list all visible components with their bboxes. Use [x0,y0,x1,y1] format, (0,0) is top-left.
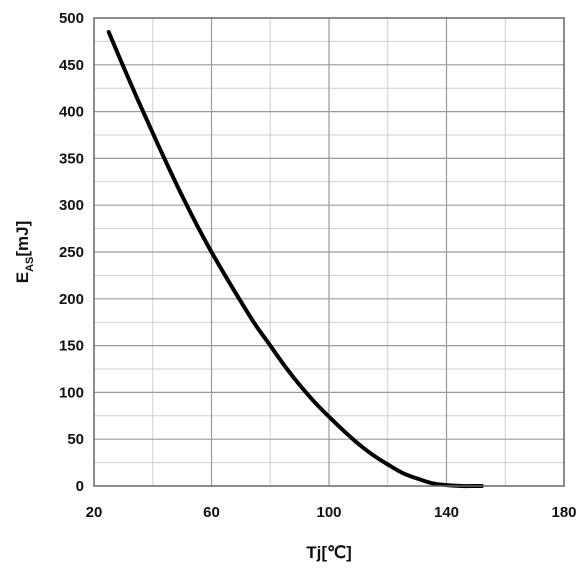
plot-frame [93,17,565,487]
x-tick-label: 180 [551,504,576,521]
series-line [106,30,484,489]
y-tick-label: 250 [59,244,84,261]
y-tick-label: 200 [59,291,84,308]
x-tick-label: 60 [203,504,220,521]
y-axis-label: EAS[mJ] [13,221,36,284]
y-tick-label: 500 [59,10,84,27]
y-tick-label: 400 [59,104,84,121]
y-tick-label: 50 [67,431,84,448]
x-axis-label: Tj[℃] [306,543,352,562]
y-axis-label-main: E [13,272,32,283]
y-axis-label-subscript: AS [24,257,36,272]
x-tick-label: 140 [434,504,459,521]
y-axis-label-unit: [mJ] [13,221,32,257]
y-tick-label: 0 [76,478,84,495]
y-tick-label: 100 [59,384,84,401]
y-tick-labels: 0 50 100 150 200 250 300 350 400 450 500 [59,10,84,495]
y-tick-label: 300 [59,197,84,214]
x-tick-label: 20 [86,504,103,521]
x-tick-labels: 20 60 100 140 180 [86,504,577,521]
y-tick-label: 450 [59,57,84,74]
y-tick-label: 150 [59,338,84,355]
y-tick-label: 350 [59,150,84,167]
series-group [106,30,484,489]
x-tick-label: 100 [316,504,341,521]
